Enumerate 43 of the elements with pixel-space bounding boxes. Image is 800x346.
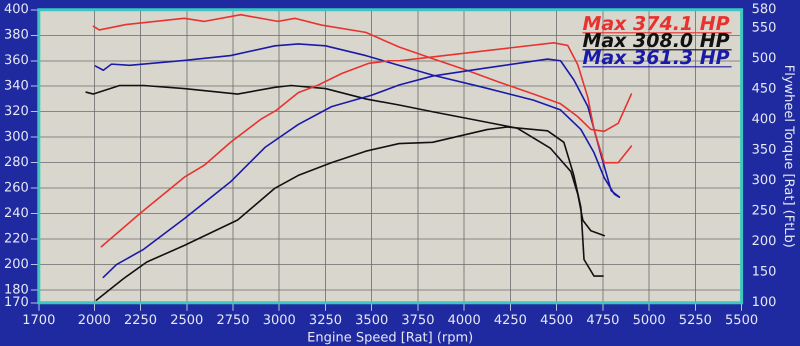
- x-tick-label: 3500: [355, 312, 388, 328]
- y-tick-label: 340: [4, 78, 29, 94]
- y2-tick-label: 100: [752, 295, 776, 310]
- y-tick-label: 180: [4, 282, 29, 298]
- y2-tick-label: 550: [752, 20, 776, 36]
- y-tick-label: 360: [4, 53, 29, 68]
- y-tick-label: 200: [4, 256, 29, 272]
- x-tick-label: 1700: [22, 312, 56, 328]
- y2-tick-label: 200: [752, 234, 776, 250]
- y-tick-label: 320: [4, 104, 29, 120]
- x-tick-label: 5250: [678, 312, 712, 328]
- y-tick-label: 280: [4, 155, 29, 170]
- x-tick-label: 2250: [124, 312, 158, 328]
- y-tick-label: 220: [4, 231, 29, 246]
- x-axis-title: Engine Speed [Rat] (rpm): [307, 330, 474, 346]
- y2-tick-label: 150: [752, 264, 776, 280]
- y-tick-label: 170: [4, 295, 29, 310]
- annotation: Max 361.3 HP: [582, 46, 730, 69]
- y2-tick-label: 350: [752, 142, 776, 158]
- x-tick-label: 5000: [632, 312, 666, 328]
- y-tick-label: 240: [4, 206, 29, 221]
- y2-tick-label: 400: [752, 112, 776, 128]
- y-tick-label: 380: [4, 28, 29, 43]
- y2-tick-label: 580: [752, 2, 776, 18]
- y-tick-label: 260: [4, 180, 29, 196]
- x-tick-label: 4000: [448, 312, 481, 328]
- x-tick-label: 2750: [216, 312, 250, 328]
- x-tick-label: 4750: [586, 312, 620, 328]
- x-tick-label: 3250: [308, 312, 342, 328]
- y-tick-label: 300: [4, 130, 29, 145]
- y2-tick-label: 450: [752, 82, 776, 97]
- x-tick-label: 3750: [401, 312, 434, 328]
- y2-tick-label: 300: [752, 173, 776, 188]
- y-tick-label: 400: [4, 2, 29, 18]
- x-tick-label: 4500: [540, 312, 574, 328]
- x-tick-label: 2000: [78, 312, 111, 328]
- y2-tick-label: 250: [752, 204, 776, 219]
- x-tick-label: 4250: [494, 312, 527, 328]
- y2-axis-title: Flywheel Torque [Rat] (FtLb): [780, 64, 796, 248]
- x-tick-label: 2500: [170, 312, 204, 328]
- x-tick-label: 3000: [262, 312, 296, 328]
- x-tick-label: 5500: [725, 312, 758, 328]
- y2-tick-label: 500: [752, 51, 776, 66]
